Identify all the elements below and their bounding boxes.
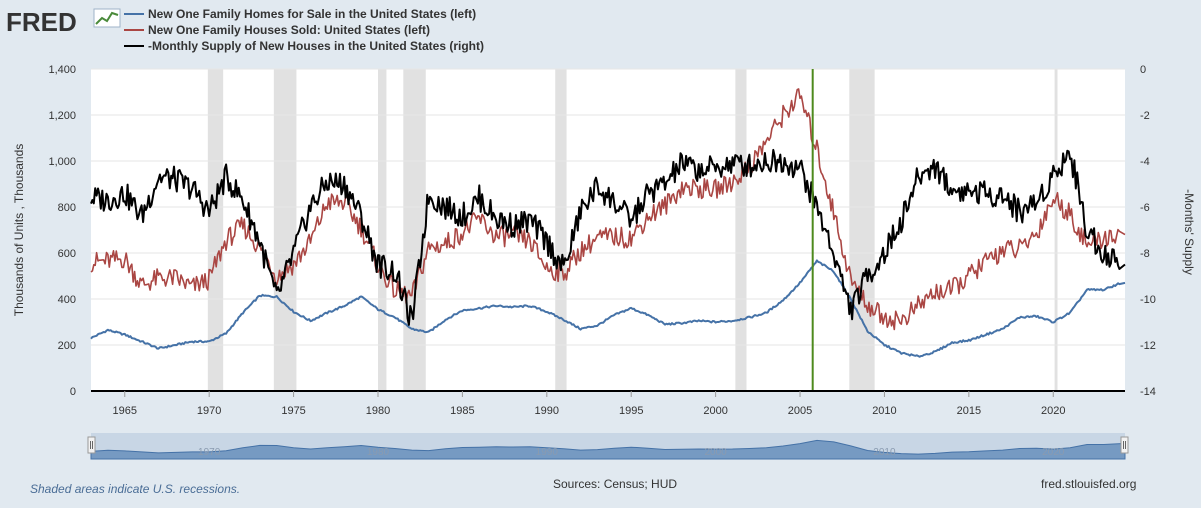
legend-item[interactable]: New One Family Houses Sold: United State… (148, 23, 430, 37)
recession-band (207, 69, 224, 391)
navigator-label: 2020 (1042, 447, 1065, 458)
recession-note: Shaded areas indicate U.S. recessions. (30, 482, 241, 496)
x-tick-label: 2000 (703, 405, 727, 417)
x-tick-label: 2005 (788, 405, 812, 417)
navigator-label: 2010 (873, 447, 896, 458)
sources-note: Sources: Census; HUD (553, 477, 678, 491)
navigator-label: 1990 (536, 447, 559, 458)
x-tick-label: 1965 (113, 405, 137, 417)
x-axis-ticks: 1965 1970 1975 1980 1985 1990 1995 2000 2005 2010… (113, 391, 1065, 417)
x-tick-label: 1985 (450, 405, 474, 417)
navigator-label: 1970 (198, 447, 221, 458)
fred-logo-text: FRED (6, 7, 77, 37)
recession-band (1054, 69, 1058, 391)
recession-band (403, 69, 426, 391)
y-left-tick-label: 200 (58, 340, 76, 352)
navigator-right-handle[interactable] (1120, 436, 1129, 454)
fred-site-link[interactable]: fred.stlouisfed.org (1041, 477, 1137, 491)
navigator-label: 1980 (367, 447, 390, 458)
plot-area (91, 69, 1125, 391)
y-left-tick-label: 1,400 (48, 64, 76, 76)
y-right-tick-label: -4 (1140, 156, 1150, 168)
recession-band (377, 69, 387, 391)
recession-band (849, 69, 875, 391)
legend-item[interactable]: -Monthly Supply of New Houses in the Uni… (148, 39, 484, 53)
recession-band (273, 69, 297, 391)
x-tick-label: 2015 (957, 405, 981, 417)
y-left-tick-label: 400 (58, 294, 76, 306)
legend-item[interactable]: New One Family Homes for Sale in the Uni… (148, 7, 476, 21)
y-left-tick-label: 1,000 (48, 156, 76, 168)
y-left-tick-label: 800 (58, 202, 76, 214)
y-axis-right-ticks: -14 -12 -10 -8 -6 -4 -2 0 (1140, 64, 1156, 398)
navigator-left-handle[interactable] (87, 436, 96, 454)
x-tick-label: 1980 (366, 405, 390, 417)
x-tick-label: 1995 (619, 405, 643, 417)
y-left-tick-label: 0 (70, 386, 76, 398)
navigator-area (90, 439, 1126, 460)
legend: New One Family Homes for Sale in the Uni… (124, 7, 484, 53)
recession-band (735, 69, 747, 391)
gridlines (91, 68, 1125, 346)
navigator[interactable]: 1970 1980 1990 2000 2010 2020 (87, 433, 1129, 460)
y-axis-left-ticks: 0 200 400 600 800 1,000 1,200 1,400 (48, 64, 76, 398)
fred-logo-chart-icon (93, 8, 121, 28)
recession-band (555, 69, 567, 391)
x-tick-label: 1970 (197, 405, 221, 417)
series-line-3[interactable] (90, 148, 1126, 326)
y-right-tick-label: -14 (1140, 386, 1156, 398)
y-axis-right-label: -Months' Supply (1182, 189, 1196, 275)
navigator-labels: 1970 1980 1990 2000 2010 2020 (198, 447, 1065, 458)
x-tick-label: 2020 (1041, 405, 1065, 417)
x-tick-label: 1975 (281, 405, 305, 417)
y-right-tick-label: -12 (1140, 340, 1156, 352)
y-left-tick-label: 1,200 (48, 110, 76, 122)
y-right-tick-label: -6 (1140, 202, 1150, 214)
y-right-tick-label: -10 (1140, 294, 1156, 306)
y-left-tick-label: 600 (58, 248, 76, 260)
series-lines (90, 88, 1126, 358)
y-right-tick-label: -2 (1140, 110, 1150, 122)
x-tick-label: 1990 (535, 405, 559, 417)
y-right-tick-label: -8 (1140, 248, 1150, 260)
series-line-1[interactable] (90, 259, 1126, 358)
navigator-label: 2000 (704, 447, 727, 458)
y-axis-left-label: Thousands of Units , Thousands (12, 144, 26, 317)
x-tick-label: 2010 (872, 405, 896, 417)
fred-logo[interactable]: FRED (6, 7, 121, 37)
y-right-tick-label: 0 (1140, 64, 1146, 76)
